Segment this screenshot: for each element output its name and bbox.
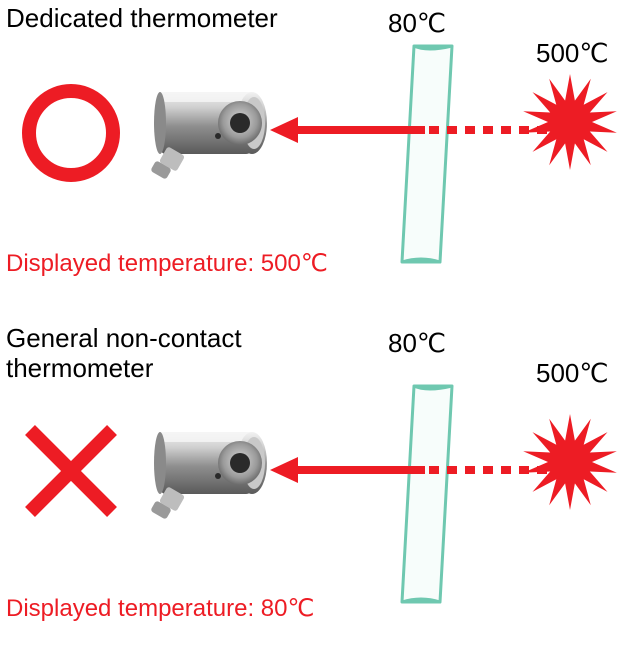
heat-source-icon: [520, 412, 620, 512]
displayed-temp-label: Displayed temperature: 500℃: [6, 249, 328, 278]
glass-pane: [400, 384, 454, 604]
glass-temp-label: 80℃: [388, 328, 446, 359]
panel-title: General non-contact thermometer: [6, 324, 242, 384]
thermometer-sensor: [140, 412, 280, 532]
displayed-temp-label: Displayed temperature: 80℃: [6, 594, 314, 623]
result-wrong-icon: [16, 416, 126, 526]
panel-title: Dedicated thermometer: [6, 4, 278, 34]
heat-temp-label: 500℃: [536, 358, 609, 389]
panel-general: General non-contact thermometer 80℃ 500℃…: [0, 320, 640, 649]
heat-source-icon: [520, 72, 620, 172]
glass-pane: [400, 44, 454, 264]
thermometer-sensor: [140, 72, 280, 192]
heat-temp-label: 500℃: [536, 38, 609, 69]
panel-dedicated: Dedicated thermometer 80℃ 500℃: [0, 0, 640, 320]
result-correct-icon: [16, 78, 126, 188]
glass-temp-label: 80℃: [388, 8, 446, 39]
